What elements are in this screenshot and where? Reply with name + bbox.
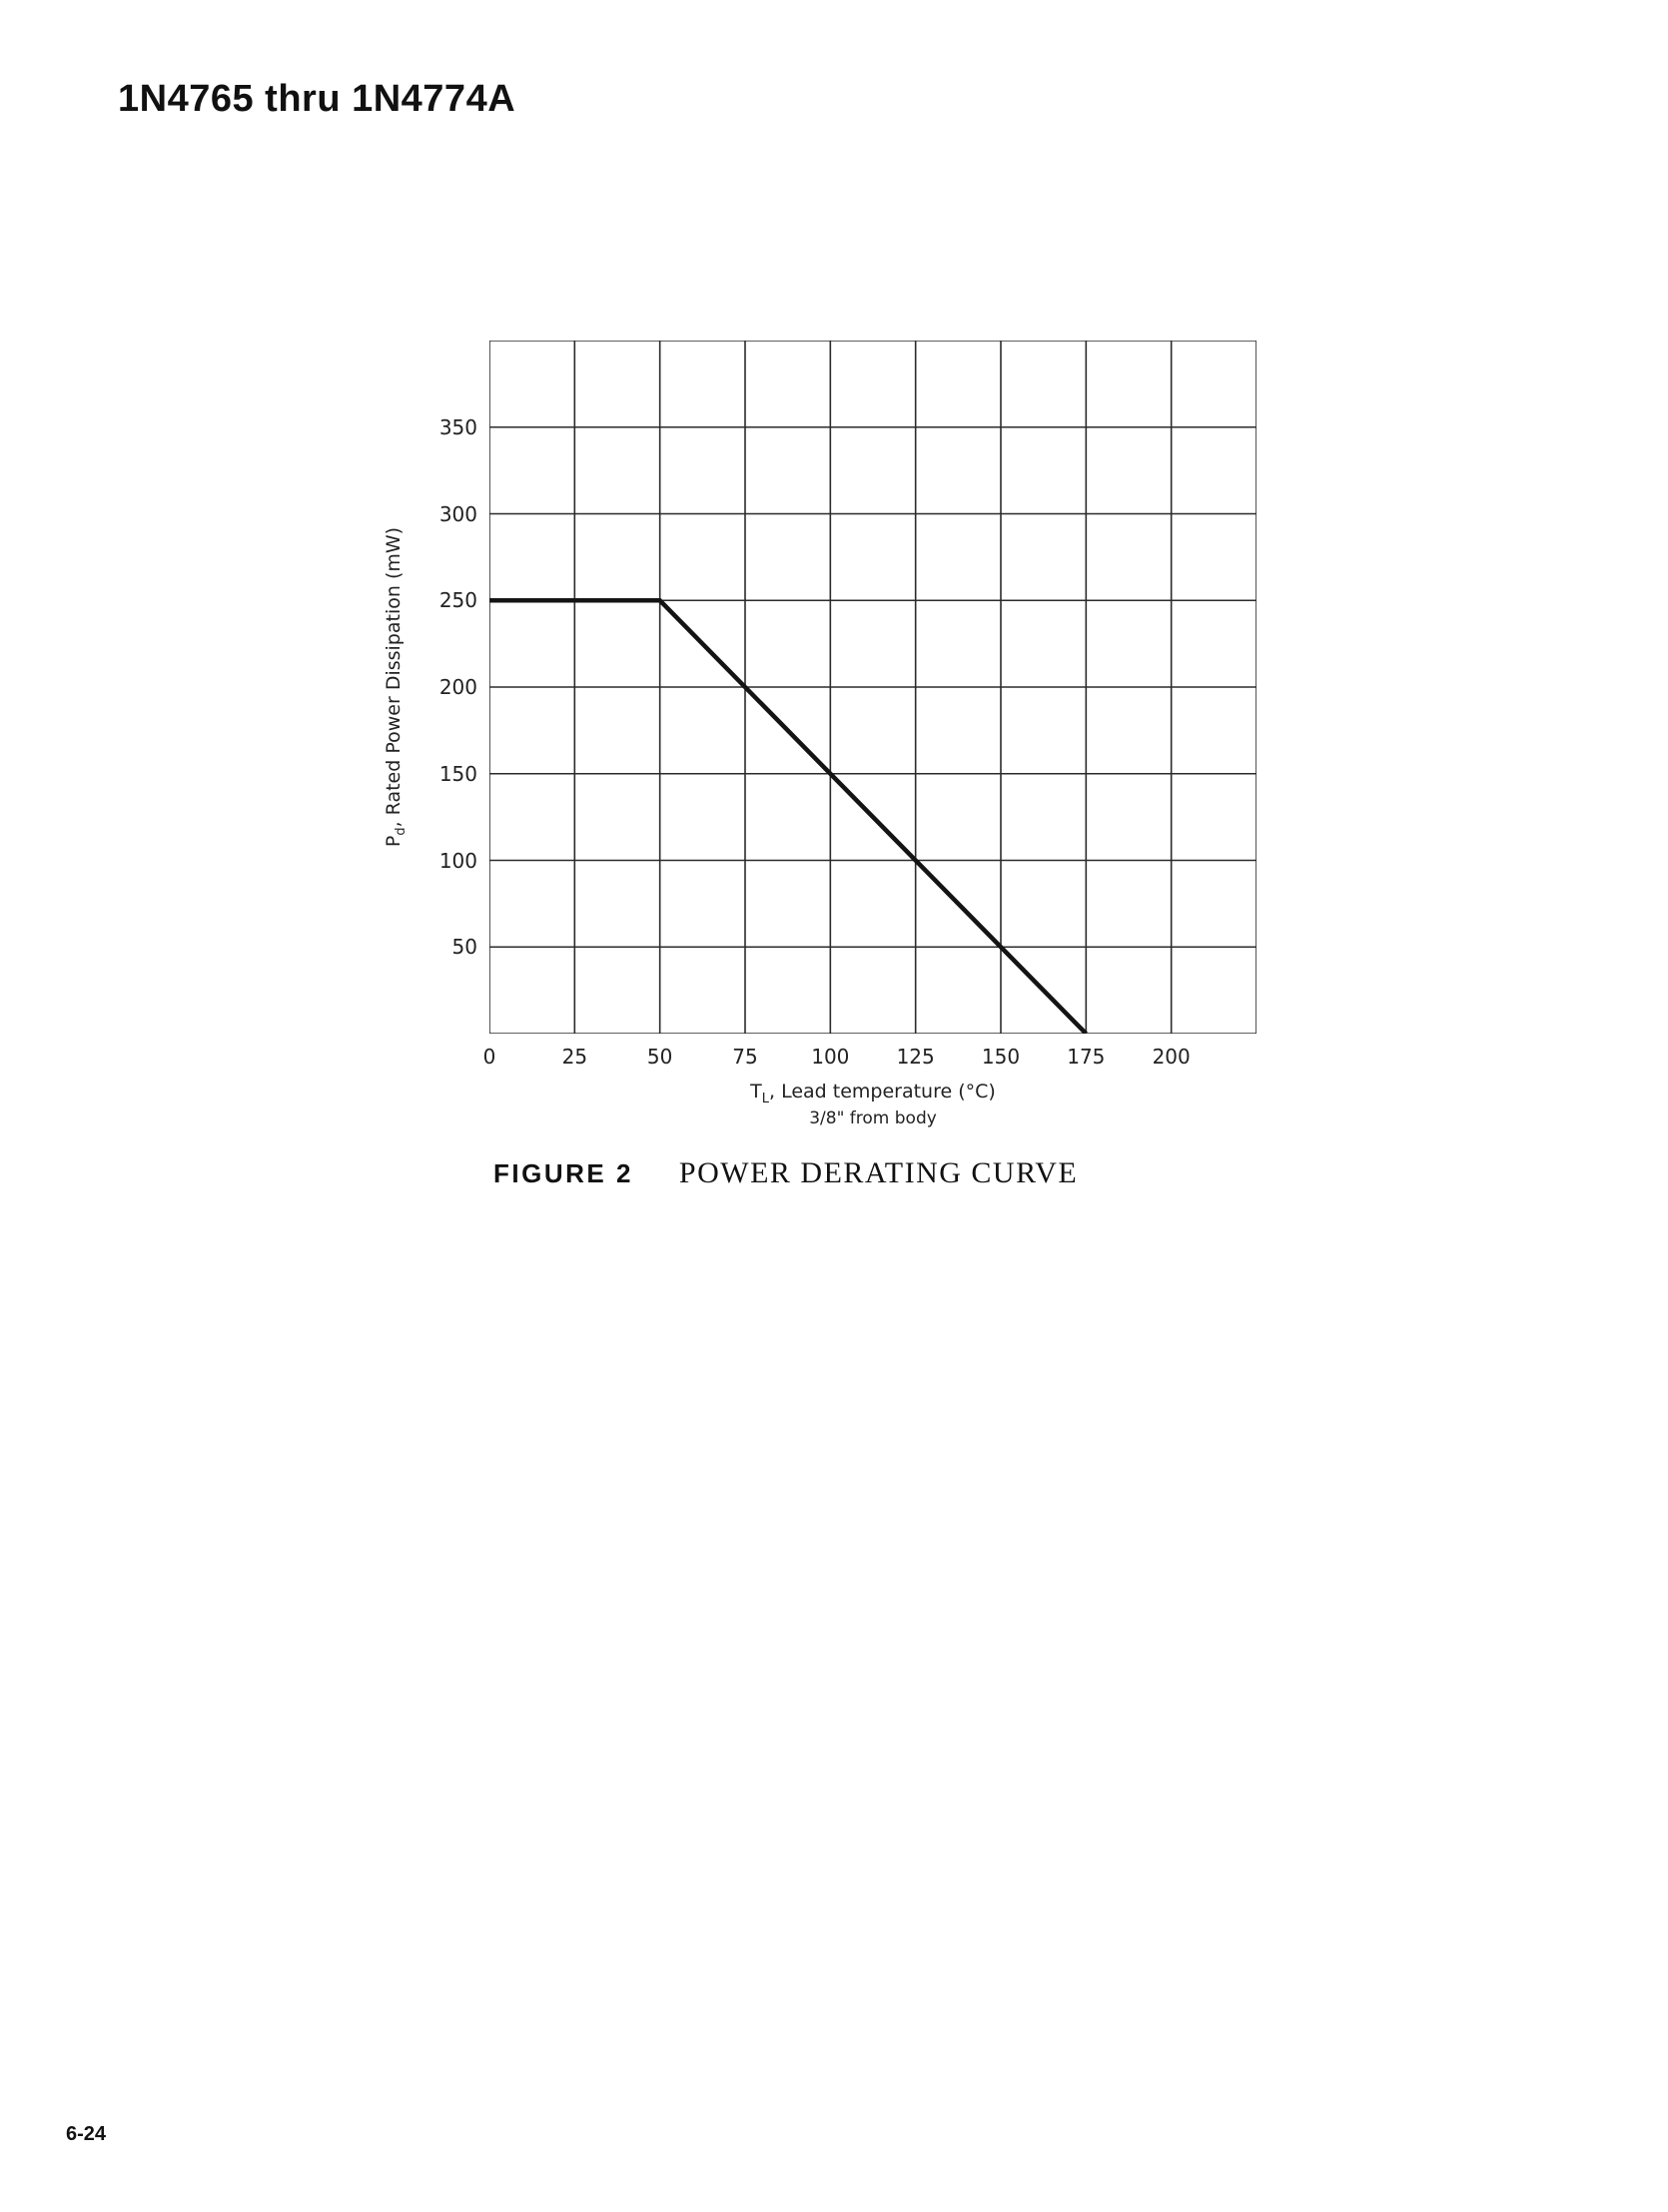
- series-rated-power-derating: [489, 598, 1088, 1036]
- y-tick-label: 200: [438, 675, 477, 699]
- y-tick-label: 250: [438, 588, 477, 613]
- x-tick-label: 50: [646, 1045, 673, 1069]
- y-tick-label: 100: [438, 848, 477, 873]
- x-tick-label: 200: [1152, 1045, 1191, 1069]
- x-tick-label: 0: [482, 1045, 496, 1069]
- x-tick-label: 175: [1067, 1045, 1106, 1069]
- y-tick-label: 350: [438, 414, 477, 439]
- x-tick-label: 150: [981, 1045, 1021, 1069]
- x-axis-subtitle: 3/8" from body: [809, 1108, 937, 1128]
- x-tick-label: 100: [811, 1045, 850, 1069]
- figure-label: FIGURE 2: [493, 1158, 633, 1188]
- x-axis-title-subscript: L: [761, 1091, 769, 1106]
- power-derating-chart: [488, 340, 1257, 1036]
- chart-plot-area: [488, 340, 1257, 1036]
- x-tick-label: 25: [561, 1045, 588, 1069]
- y-tick-label: 150: [438, 761, 477, 786]
- figure-title: POWER DERATING CURVE: [678, 1156, 1079, 1189]
- page-number: 6-24: [66, 2123, 107, 2145]
- y-axis-title-text: , Rated Power Dissipation (mW): [383, 526, 406, 828]
- y-tick-label: 50: [451, 935, 477, 960]
- x-axis-title: TL, Lead temperature (°C): [489, 1081, 1256, 1106]
- y-axis-title-subscript: d: [393, 827, 409, 836]
- x-tick-label: 125: [896, 1045, 935, 1069]
- x-tick-label: 75: [732, 1045, 758, 1069]
- x-axis-title-symbol: T: [750, 1081, 762, 1103]
- y-axis-title-symbol: P: [383, 835, 406, 848]
- figure-caption: FIGURE 2 POWER DERATING CURVE: [493, 1156, 1078, 1190]
- x-axis-title-text: , Lead temperature (°C): [768, 1081, 996, 1103]
- page-title: 1N4765 thru 1N4774A: [118, 78, 516, 120]
- y-tick-label: 300: [438, 501, 477, 526]
- x-axis-tick-labels: 0 25 50 75 100 125 150 175 200: [483, 1045, 1256, 1071]
- y-axis-tick-labels: 50 100 150 200 250 300 350: [408, 341, 477, 1034]
